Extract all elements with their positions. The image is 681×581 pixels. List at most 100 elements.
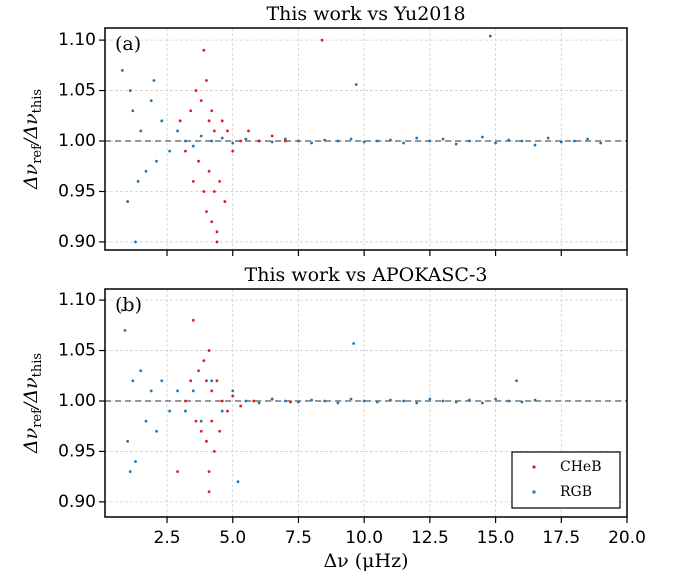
- point: [428, 139, 432, 143]
- point: [134, 240, 137, 244]
- point: [205, 439, 208, 443]
- point: [191, 179, 195, 183]
- point: [131, 379, 135, 383]
- point: [231, 394, 235, 398]
- point: [202, 190, 206, 193]
- x-tick-label: 2.5: [154, 528, 181, 548]
- point: [155, 429, 158, 433]
- point: [220, 409, 224, 413]
- point: [202, 48, 206, 52]
- point: [168, 149, 172, 153]
- point: [212, 190, 216, 193]
- point: [128, 470, 132, 474]
- point: [136, 179, 140, 183]
- point: [212, 450, 216, 453]
- point: [191, 318, 195, 322]
- point: [205, 379, 208, 383]
- point: [207, 490, 211, 494]
- legend-box: [511, 451, 621, 509]
- point: [126, 439, 130, 443]
- point: [389, 398, 392, 402]
- x-tick-label: 10.0: [345, 528, 383, 548]
- point: [149, 389, 153, 393]
- point: [197, 369, 200, 373]
- point: [199, 99, 203, 103]
- point: [210, 419, 214, 423]
- point: [202, 359, 206, 363]
- point: [144, 169, 148, 173]
- y-axis-label-part: /Δν: [20, 113, 42, 147]
- y-axis-label-part: Δν: [20, 163, 42, 190]
- point: [220, 119, 224, 123]
- point: [289, 400, 292, 404]
- point: [152, 79, 156, 82]
- point: [226, 409, 229, 413]
- point: [120, 308, 124, 312]
- point: [168, 409, 172, 413]
- point: [559, 140, 563, 144]
- point: [231, 389, 235, 393]
- point: [402, 141, 405, 145]
- point: [270, 140, 274, 144]
- point: [349, 137, 353, 141]
- axes-frame: [104, 288, 628, 518]
- point: [362, 399, 366, 403]
- point: [139, 369, 143, 373]
- point: [149, 99, 153, 103]
- point: [375, 400, 379, 404]
- point: [349, 397, 353, 401]
- panel-title: This work vs Yu2018: [266, 3, 465, 25]
- point: [178, 119, 182, 123]
- point: [494, 141, 497, 145]
- point: [205, 79, 208, 82]
- point: [467, 398, 471, 402]
- point: [199, 419, 203, 423]
- point: [210, 379, 214, 383]
- point: [297, 139, 300, 143]
- y-axis-label-part: Δν: [20, 427, 42, 454]
- y-tick-label: 0.95: [58, 181, 96, 201]
- point: [441, 399, 445, 403]
- point: [189, 109, 193, 113]
- point: [220, 136, 224, 140]
- point: [488, 34, 492, 38]
- point: [573, 139, 576, 143]
- point: [184, 139, 187, 143]
- point: [199, 429, 203, 433]
- point: [515, 379, 519, 383]
- point: [144, 419, 148, 423]
- point: [191, 144, 195, 148]
- point: [257, 401, 261, 405]
- point: [336, 139, 340, 143]
- point: [189, 379, 193, 383]
- point: [210, 220, 214, 224]
- point: [231, 149, 235, 153]
- point: [323, 399, 327, 403]
- y-axis-label: Δνref/Δνthis: [20, 89, 45, 190]
- y-tick-label: 1.05: [58, 341, 96, 361]
- y-tick-label: 1.10: [58, 30, 96, 50]
- point: [586, 137, 589, 141]
- x-axis-label: Δν (μHz): [323, 550, 408, 572]
- point: [441, 137, 445, 141]
- point: [160, 379, 164, 383]
- legend-marker: [532, 465, 536, 469]
- point: [210, 109, 214, 113]
- point: [128, 89, 132, 92]
- point: [415, 401, 419, 405]
- point: [320, 38, 324, 42]
- point: [207, 470, 211, 474]
- panel-label: (b): [115, 294, 142, 316]
- panel-label: (a): [115, 33, 141, 55]
- point: [402, 399, 405, 403]
- point: [454, 142, 458, 146]
- y-axis-label-part: this: [30, 89, 45, 113]
- point: [270, 397, 274, 401]
- y-tick-label: 0.90: [58, 492, 96, 512]
- point: [533, 398, 537, 402]
- point: [176, 129, 179, 133]
- panel-title: This work vs APOKASC-3: [245, 264, 488, 286]
- y-tick-label: 1.10: [58, 290, 96, 310]
- point: [226, 129, 229, 133]
